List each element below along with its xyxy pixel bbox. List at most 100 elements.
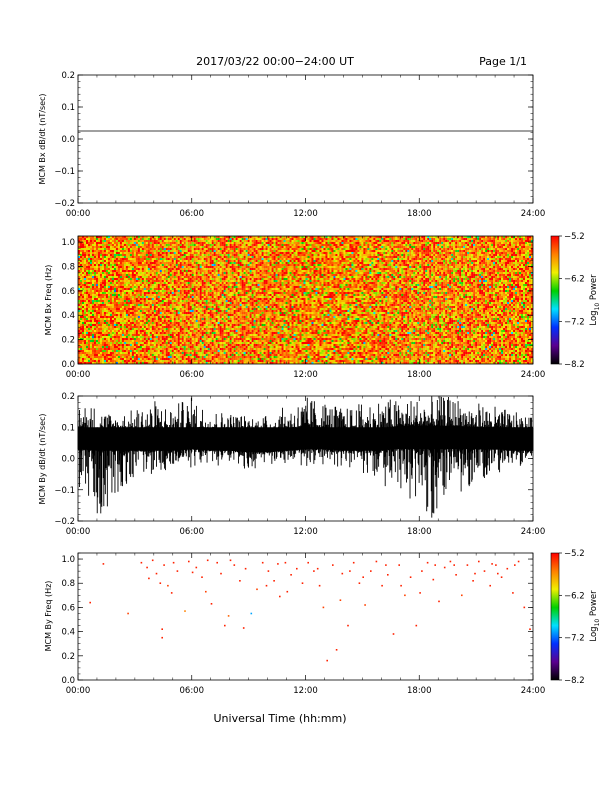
spectrogram-cell [363,244,366,247]
spectrogram-cell [423,246,426,249]
spectrogram-cell [425,238,428,241]
spectrogram-cell [279,276,282,279]
spectrogram-cell [261,236,264,239]
spectrogram-cell [89,270,93,273]
spectrogram-cell [229,240,232,243]
spectrogram-cell [493,274,496,277]
spectrogram-cell [117,278,121,281]
spectrogram-cell [241,242,244,245]
spectrogram-cell [277,246,280,249]
spectrogram-cell [195,238,198,241]
spectrogram-cell [441,272,444,275]
spectrogram-cell [395,276,398,279]
spectrogram-cell [471,240,474,243]
spectrogram-cell [349,252,352,255]
spectrogram-cell [391,252,394,255]
spectrogram-cell [203,236,206,239]
spectrogram-cell [327,260,330,263]
spectrogram-cell [291,270,294,273]
spectrogram-cell [95,238,99,241]
spectrogram-cell [329,258,332,261]
spectrogram-cell [521,262,524,265]
spectrogram-cell [269,262,272,265]
spectrogram-cell [283,260,286,263]
spectrogram-cell [281,246,284,249]
spectrogram-cell [203,244,206,247]
spectrogram-cell [385,274,388,277]
spectrogram-cell [399,244,402,247]
spectrogram-cell [475,258,478,261]
spectrogram-cell [369,256,372,259]
spectrogram-cell [469,254,472,257]
spectrogram-cell [507,254,510,257]
spectrogram-cell [483,266,486,269]
spectrogram-cell [409,240,412,243]
spectrogram-cell [467,270,470,273]
spectrogram-cell [229,244,232,247]
spectrogram-cell [435,256,438,259]
spectrogram-cell [471,270,474,273]
spectrogram-cell [301,274,304,277]
spectrogram-cell [131,242,134,245]
spectrogram-cell [365,262,368,265]
spectrogram-cell [227,266,230,269]
spectrogram-cell [227,254,230,257]
spectrogram-cell [229,278,232,281]
spectrogram-cell [265,246,268,249]
spectrogram-cell [153,266,156,269]
spectrogram-cell [463,274,466,277]
spectrogram-cell [479,246,482,249]
spectrogram-cell [511,268,514,271]
spectrogram-cell [169,238,172,241]
spectrogram-cell [185,252,188,255]
spectrogram-cell [259,246,262,249]
spectrogram-cell [517,254,520,257]
spectrogram-cell [439,266,442,269]
spectrogram-cell [199,274,202,277]
spectrogram-cell [97,268,101,271]
spectrogram-cell [283,254,286,257]
spectrogram-cell [427,246,430,249]
spectrogram-cell [335,272,338,275]
spectrogram-cell [477,270,480,273]
spectrogram-cell [297,272,300,275]
spectrogram-cell [239,238,242,241]
spectrogram-cell [175,278,178,281]
spectrogram-cell [277,276,280,279]
spectrogram-cell [479,262,482,265]
spectrogram-cell [225,240,228,243]
spectrogram-cell [175,264,178,267]
spectrogram-cell [377,258,380,261]
spectrogram-cell [119,242,123,245]
spectrogram-cell [133,278,136,281]
spectrogram-cell [397,252,400,255]
spectrogram-cell [421,274,424,277]
spectrogram-cell [403,270,406,273]
spectrogram-cell [209,262,212,265]
spectrogram-cell [191,278,194,281]
spectrogram-cell [143,252,146,255]
spectrogram-cell [291,262,294,265]
spectrogram-cell [235,264,238,267]
spectrogram-cell [349,268,352,271]
spectrogram-cell [323,240,326,243]
spectrogram-cell [357,264,360,267]
spectrogram-cell [419,244,422,247]
spectrogram-cell [335,268,338,271]
spectrogram-cell [483,238,486,241]
spectrogram-cell [203,254,206,257]
spectrogram-cell [193,260,196,263]
spectrogram-cell [435,258,438,261]
spectrogram-cell [429,266,432,269]
spectrogram-cell [299,250,302,253]
spectrogram-cell [129,256,132,259]
spectrogram-cell [481,268,484,271]
spectrogram-cell [85,278,89,281]
spectrogram-cell [405,246,408,249]
spectrogram-cell [291,242,294,245]
spectrogram-cell [213,248,216,251]
spectrogram-cell [223,264,226,267]
spectrogram-cell [201,264,204,267]
spectrogram-cell [109,244,113,247]
spectrogram-cell [91,266,95,269]
